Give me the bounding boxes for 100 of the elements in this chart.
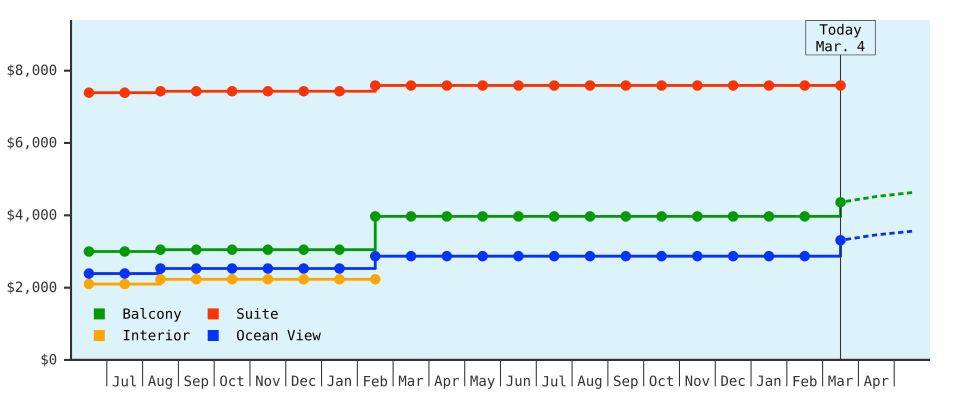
point [262, 274, 274, 285]
point [548, 80, 560, 91]
point [298, 274, 309, 285]
point [656, 250, 667, 262]
point [835, 197, 846, 208]
point [191, 274, 202, 285]
point [548, 250, 560, 262]
point [656, 80, 667, 91]
point [334, 263, 345, 274]
point [442, 250, 452, 262]
point [620, 80, 632, 91]
legend-label: Interior [124, 330, 190, 340]
point [584, 211, 596, 222]
legend-label: Suite [237, 308, 278, 319]
point [692, 250, 703, 262]
point [406, 80, 416, 91]
x-tick-label: Jun [506, 376, 530, 386]
point [370, 80, 381, 91]
x-tick-label: Apr [434, 376, 459, 389]
point [442, 211, 452, 222]
point [119, 246, 130, 257]
legend-label: Ocean View [237, 330, 321, 340]
point [406, 211, 416, 222]
point [548, 211, 560, 222]
x-tick-label: Dec [721, 376, 745, 386]
point [298, 244, 309, 255]
point [764, 211, 774, 222]
x-tick-label: Sep [614, 376, 638, 389]
point [620, 250, 632, 262]
x-tick-label: Apr [864, 376, 888, 389]
point [226, 244, 238, 255]
point [799, 250, 810, 262]
point [799, 211, 810, 222]
point [226, 86, 238, 97]
x-tick-label: Jan [327, 376, 351, 386]
point [298, 86, 309, 97]
x-tick-label: Nov [256, 376, 280, 386]
x-tick-label: Nov [686, 376, 710, 386]
point [513, 80, 524, 91]
point [620, 211, 632, 222]
point [119, 278, 130, 290]
x-tick-label: Jul [112, 376, 136, 387]
point [84, 246, 94, 257]
annotation: Today Mar. 4 [816, 24, 865, 52]
point [84, 87, 94, 98]
point [84, 278, 94, 290]
y-tick-label: $4,000 [8, 208, 56, 222]
point [334, 244, 345, 255]
point [155, 244, 166, 255]
point [155, 263, 166, 274]
point [728, 250, 738, 262]
point [584, 80, 596, 91]
y-tick-label: $2,000 [8, 281, 56, 294]
point [370, 250, 381, 262]
x-tick-label: Oct [220, 376, 244, 386]
x-tick-label: Sep [184, 376, 208, 389]
point [84, 268, 94, 279]
point [334, 274, 345, 285]
x-tick-label: Jul [542, 376, 566, 387]
point [835, 80, 846, 91]
point [513, 250, 524, 262]
point [370, 274, 381, 285]
x-tick-label: Mar [828, 376, 853, 386]
point [226, 263, 238, 274]
point [226, 274, 238, 285]
point [692, 80, 703, 91]
y-tick-label: $0 [42, 354, 56, 366]
x-tick-label: Dec [292, 376, 316, 386]
point [191, 244, 202, 255]
y-tick-label: $6,000 [8, 136, 56, 150]
point [477, 211, 488, 222]
point [191, 263, 202, 274]
point [656, 211, 667, 222]
point [442, 80, 452, 91]
point [262, 86, 274, 97]
x-tick-label: Jan [756, 376, 780, 386]
point [298, 263, 309, 274]
x-tick-label: Oct [650, 376, 673, 386]
point [262, 244, 274, 255]
point [155, 274, 166, 285]
point [513, 211, 524, 222]
point [477, 80, 488, 91]
x-tick-label: Aug [148, 376, 172, 389]
point [728, 211, 738, 222]
point [835, 234, 846, 246]
point [119, 268, 130, 279]
point [728, 80, 738, 91]
x-tick-label: May [470, 376, 495, 389]
point [334, 86, 345, 97]
point [692, 211, 703, 222]
point [406, 250, 416, 262]
y-tick-label: $8,000 [8, 64, 56, 78]
point [477, 250, 488, 262]
point [191, 86, 202, 97]
point [764, 250, 774, 262]
point [370, 211, 381, 222]
point [799, 80, 810, 91]
x-tick-label: Feb [364, 376, 388, 386]
x-tick-label: Mar [398, 376, 424, 386]
point [262, 263, 274, 274]
